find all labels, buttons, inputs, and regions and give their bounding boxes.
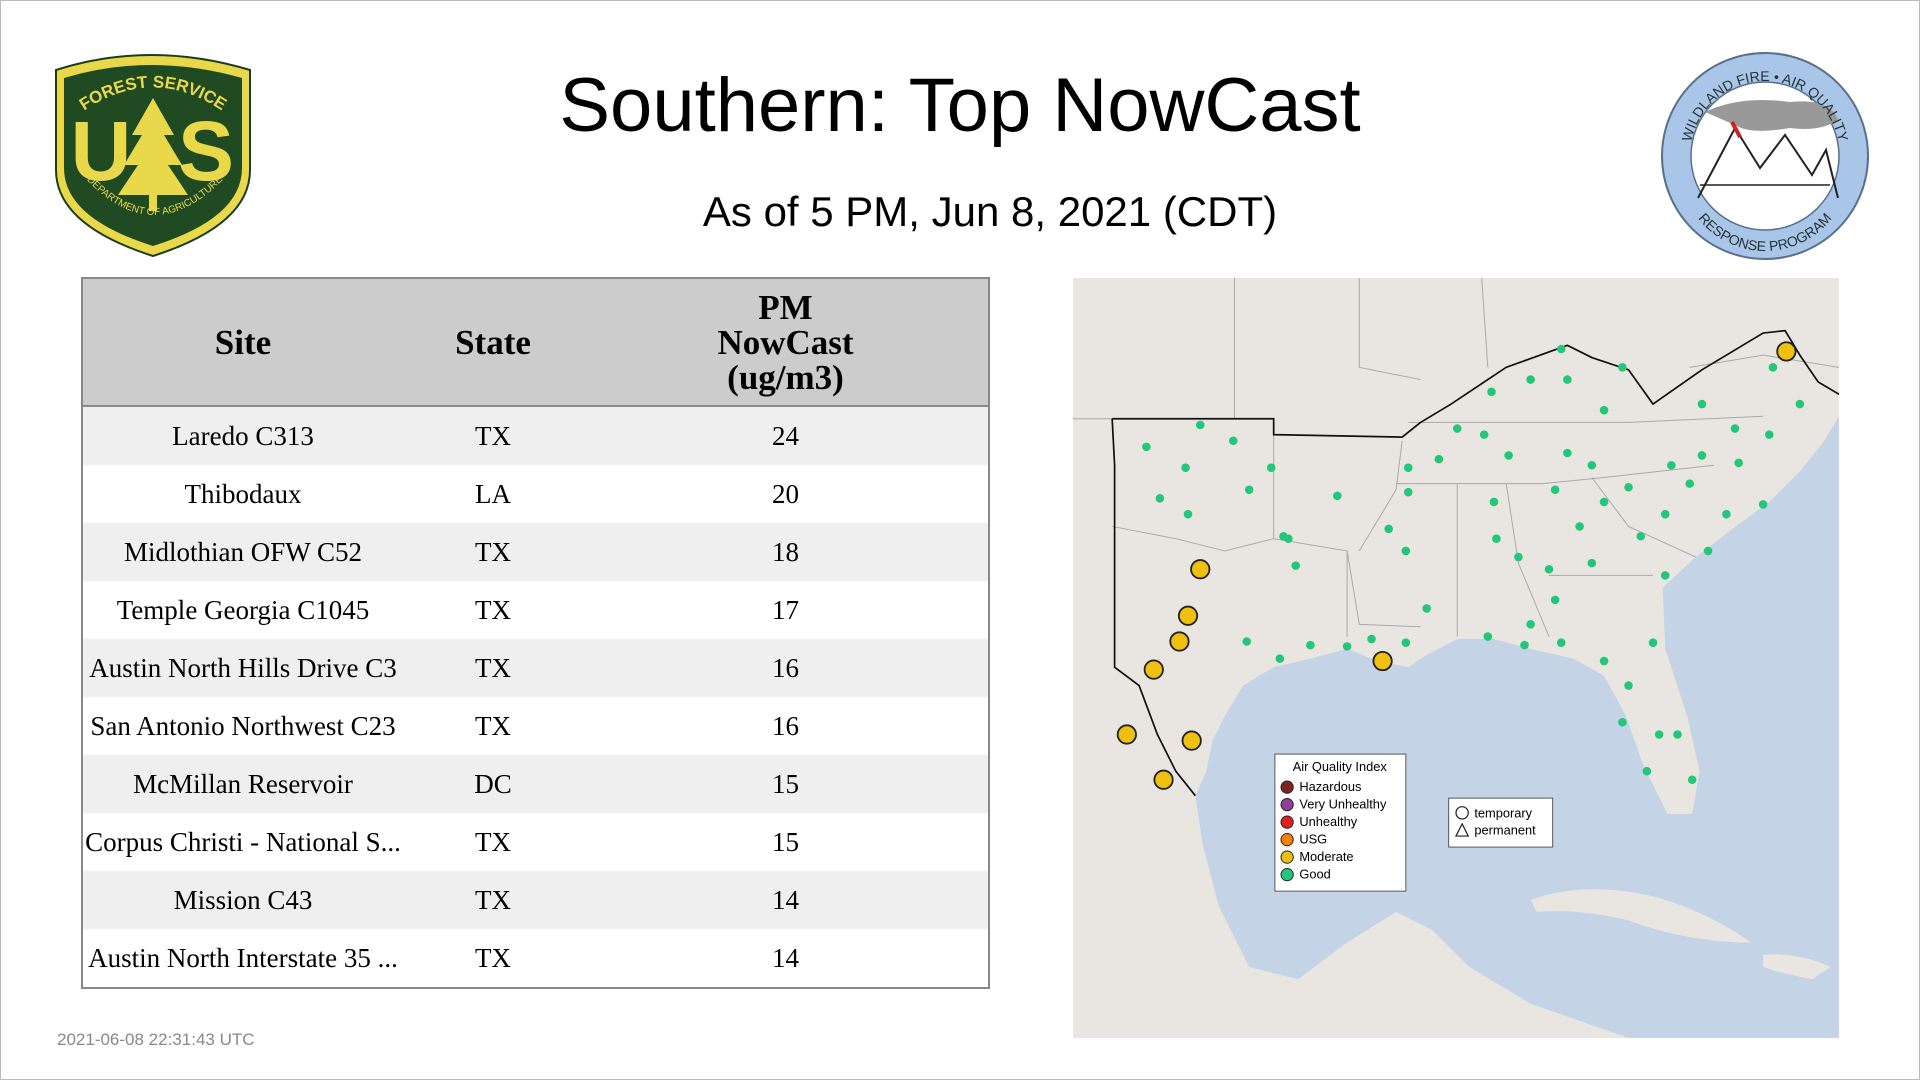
legend-label: Unhealthy: [1299, 814, 1357, 829]
table-cell: 17: [772, 594, 799, 625]
legend-swatch: [1280, 868, 1294, 882]
table-cell: San Antonio Northwest C23: [90, 710, 396, 741]
logo-letter: U: [71, 104, 132, 198]
subtitle: As of 5 PM, Jun 8, 2021 (CDT): [702, 188, 1278, 235]
table-cell: TX: [475, 594, 511, 625]
table-cell: TX: [475, 710, 511, 741]
table-cell: Temple Georgia C1045: [116, 594, 370, 625]
logos: FOREST SERVICE U S DEPARTMENT OF AGRICUL…: [55, 52, 1869, 260]
table-row: Austin North Hills Drive C3 TX 16: [82, 639, 989, 697]
table-cell: TX: [475, 420, 511, 451]
table-cell: 16: [772, 710, 799, 741]
legend-swatch: [1280, 815, 1294, 829]
header-line: NowCast: [717, 322, 854, 362]
table-cell: 16: [772, 652, 799, 683]
moderate-markers: [1116, 341, 1797, 790]
table-cell: 20: [772, 478, 799, 509]
map: Air Quality Index Hazardous Very Unhealth…: [1073, 278, 1839, 1038]
table-cell: Mission C43: [173, 884, 313, 915]
legend-swatch: [1280, 833, 1294, 847]
header-line: PM: [758, 287, 813, 327]
table-body: Laredo C313 TX 24 Thibodaux LA 20 Midlothian O…: [82, 406, 989, 988]
header-line: (ug/m3): [727, 357, 844, 397]
timestamp: 2021-06-08 22:31:43 UTC: [57, 1030, 255, 1049]
table-row: Midlothian OFW C52 TX 18: [82, 523, 989, 581]
table-cell: 24: [772, 420, 799, 451]
table-row: Mission C43 TX 14: [82, 871, 989, 929]
site-type-label: temporary: [1474, 805, 1532, 820]
table-cell: Laredo C313: [172, 420, 314, 451]
table-cell: TX: [475, 826, 511, 857]
forest-service-logo: FOREST SERVICE U S DEPARTMENT OF AGRICUL…: [55, 54, 251, 258]
table-cell: TX: [475, 536, 511, 567]
table-cell: Austin North Interstate 35 ...: [88, 942, 398, 973]
wfaq-logo: WILDLAND FIRE • AIR QUALITY RESPONSE PRO…: [1661, 52, 1869, 260]
nowcast-table: Site State PM NowCast (ug/m3) Laredo C313 T…: [81, 277, 990, 989]
table-cell: 14: [772, 884, 799, 915]
table-cell: 15: [772, 768, 799, 799]
site-type-legend: temporary permanent: [1448, 797, 1554, 848]
column-header: Site: [82, 278, 403, 407]
legend-label: Very Unhealthy: [1299, 797, 1387, 812]
table-row: Thibodaux LA 20: [82, 465, 989, 523]
table-cell: Midlothian OFW C52: [123, 536, 363, 567]
table-cell: McMillan Reservoir: [133, 768, 353, 799]
legend-label: Moderate: [1299, 849, 1353, 864]
table-cell: 18: [772, 536, 799, 567]
table-row: San Antonio Northwest C23 TX 16: [82, 697, 989, 755]
table-row: McMillan Reservoir DC 15: [82, 755, 989, 813]
table-cell: TX: [475, 884, 511, 915]
site-markers: [1142, 344, 1805, 785]
legend: Air Quality Index Hazardous Very Unhealth…: [1274, 753, 1407, 892]
table-cell: 14: [772, 942, 799, 973]
table-row: Laredo C313 TX 24: [82, 406, 989, 465]
column-header: State: [403, 278, 583, 407]
legend-title: Air Quality Index: [1293, 759, 1388, 774]
title: Southern: Top NowCast: [559, 63, 1361, 148]
legend-label: Hazardous: [1299, 779, 1361, 794]
table-row: Temple Georgia C1045 TX 17: [82, 581, 989, 639]
site-type-label: permanent: [1474, 823, 1536, 838]
legend-label: USG: [1299, 832, 1327, 847]
table-cell: 15: [772, 826, 799, 857]
table-cell: Thibodaux: [184, 478, 302, 509]
table-cell: DC: [474, 768, 512, 799]
legend-swatch: [1280, 798, 1294, 812]
legend-swatch: [1280, 850, 1294, 864]
header-row: Site State PM NowCast (ug/m3): [82, 278, 989, 407]
table-cell: Corpus Christi - National S...: [85, 826, 401, 857]
table-cell: LA: [475, 478, 511, 509]
column-header: PM NowCast (ug/m3): [583, 278, 989, 407]
legend-swatch: [1280, 780, 1294, 794]
table-cell: TX: [475, 652, 511, 683]
logo-letter: S: [178, 104, 234, 198]
legend-label: Good: [1299, 867, 1330, 882]
table-row: Corpus Christi - National S... TX 15: [82, 813, 989, 871]
table-row: Austin North Interstate 35 ... TX 14: [82, 929, 989, 988]
table-cell: Austin North Hills Drive C3: [89, 652, 397, 683]
table-cell: TX: [475, 942, 511, 973]
